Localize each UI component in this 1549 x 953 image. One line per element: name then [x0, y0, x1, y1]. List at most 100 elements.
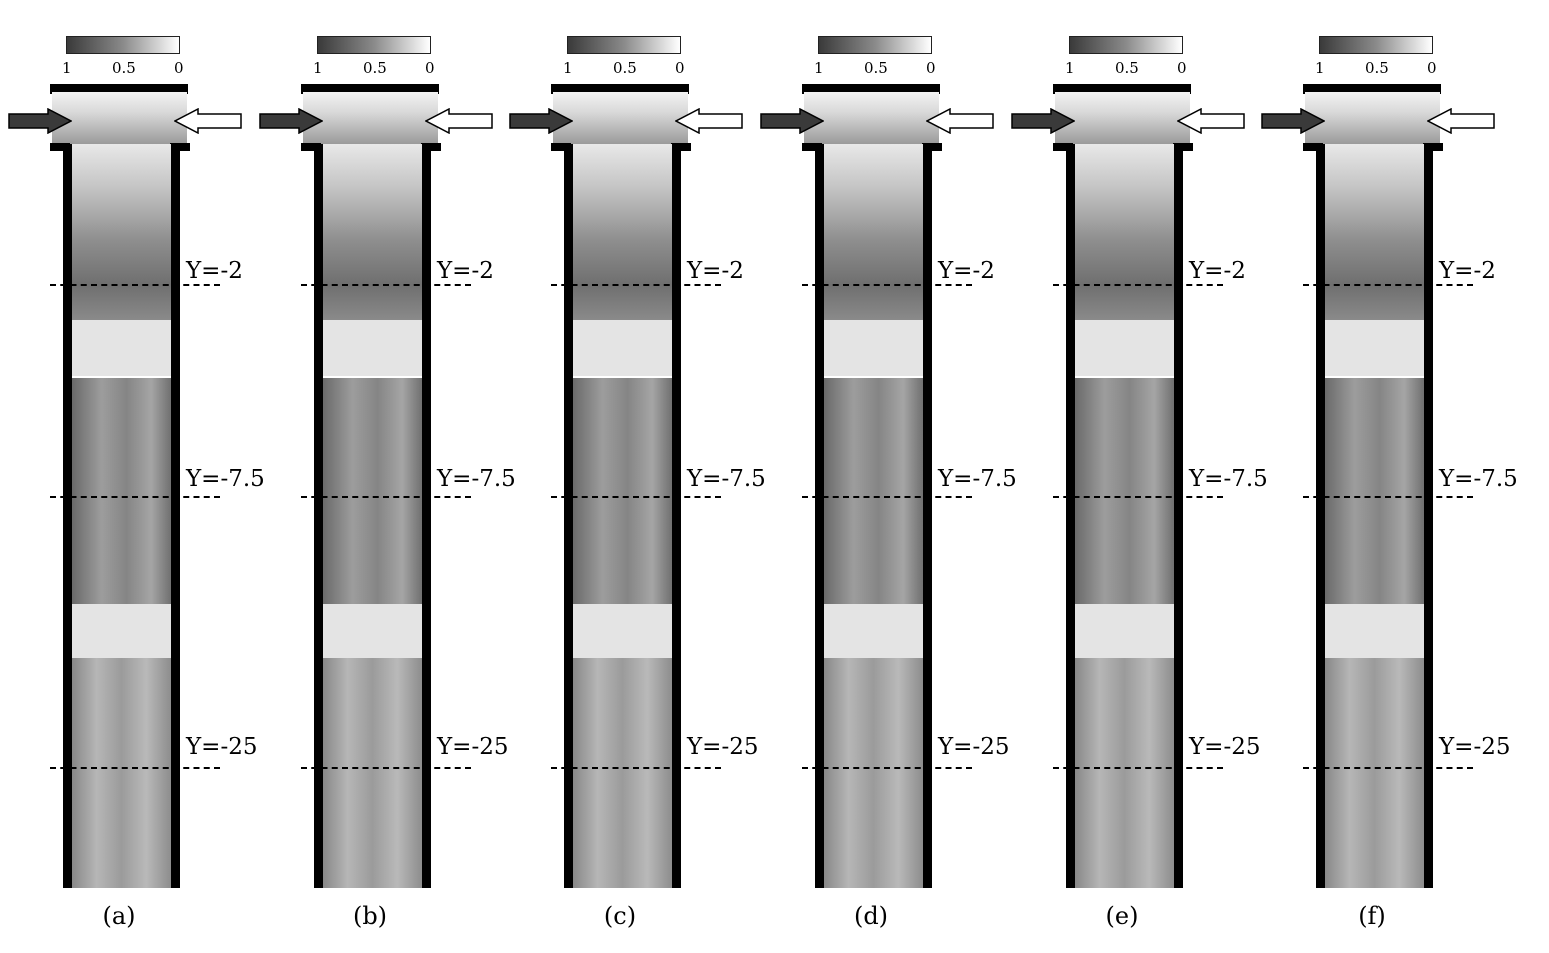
- left-inlet-lip: [1053, 143, 1073, 151]
- line-y-2: [551, 284, 721, 286]
- panel-label: (d): [853, 902, 889, 930]
- label-y-25: Y=-25: [687, 734, 759, 760]
- label-y-2: Y=-2: [186, 258, 243, 284]
- outlet-arrow-icon: [675, 108, 743, 134]
- label-y-2: Y=-2: [1439, 258, 1496, 284]
- mixing-chamber-image: [553, 92, 688, 144]
- line-y-25: [50, 767, 220, 769]
- colorbar-tick-mid: 0.5: [613, 59, 637, 77]
- colorbar: [66, 36, 180, 54]
- line-y-2: [1053, 284, 1223, 286]
- channel-image-upper: [824, 144, 923, 320]
- colorbar-tick-min: 0: [425, 59, 435, 77]
- line-y-7-5: [802, 496, 972, 498]
- mixing-chamber-image: [1305, 92, 1440, 144]
- channel-mask-lower: [824, 604, 923, 660]
- inlet-arrow-icon: [1011, 108, 1075, 134]
- right-channel-wall: [1174, 144, 1183, 888]
- outlet-arrow-icon: [174, 108, 242, 134]
- channel-mask-upper: [1325, 320, 1424, 376]
- line-y-25: [802, 767, 972, 769]
- mixing-chamber-image: [1055, 92, 1190, 144]
- top-wall: [1053, 84, 1191, 94]
- line-y-7-5: [1303, 496, 1473, 498]
- channel-image-lower: [72, 658, 171, 888]
- colorbar: [1069, 36, 1183, 54]
- channel-image-middle: [824, 378, 923, 604]
- left-channel-wall: [63, 144, 72, 888]
- left-channel-wall: [815, 144, 824, 888]
- line-y-2: [802, 284, 972, 286]
- right-channel-wall: [1424, 144, 1433, 888]
- colorbar-tick-min: 0: [926, 59, 936, 77]
- line-y-25: [301, 767, 471, 769]
- mixing-chamber-image: [52, 92, 187, 144]
- channel-image-upper: [1075, 144, 1174, 320]
- panel-a: 1 0.5 0 Y=-2 Y=-7.5 Y=-25 (a): [0, 0, 265, 953]
- colorbar-tick-max: 1: [1315, 59, 1325, 77]
- right-inlet-lip: [922, 143, 942, 151]
- left-channel-wall: [564, 144, 573, 888]
- left-channel-wall: [314, 144, 323, 888]
- outlet-arrow-icon: [1427, 108, 1495, 134]
- colorbar: [818, 36, 932, 54]
- label-y-7-5: Y=-7.5: [1439, 466, 1518, 492]
- panel-d: 1 0.5 0 Y=-2 Y=-7.5 Y=-25 (d): [752, 0, 1017, 953]
- line-y-2: [50, 284, 220, 286]
- inlet-arrow-icon: [8, 108, 72, 134]
- label-y-2: Y=-2: [687, 258, 744, 284]
- label-y-25: Y=-25: [1189, 734, 1261, 760]
- inlet-arrow-icon: [259, 108, 323, 134]
- line-y-7-5: [551, 496, 721, 498]
- channel-image-lower: [1325, 658, 1424, 888]
- inlet-arrow-icon: [509, 108, 573, 134]
- channel-image-upper: [72, 144, 171, 320]
- left-inlet-lip: [301, 143, 321, 151]
- top-wall: [1303, 84, 1441, 94]
- left-channel-wall: [1316, 144, 1325, 888]
- outlet-arrow-icon: [926, 108, 994, 134]
- channel-mask-upper: [573, 320, 672, 376]
- colorbar-tick-mid: 0.5: [1365, 59, 1389, 77]
- mixing-chamber-image: [303, 92, 438, 144]
- right-inlet-lip: [1423, 143, 1443, 151]
- colorbar-tick-max: 1: [313, 59, 323, 77]
- channel-image-middle: [1075, 378, 1174, 604]
- colorbar-tick-max: 1: [563, 59, 573, 77]
- colorbar: [567, 36, 681, 54]
- channel-mask-upper: [323, 320, 422, 376]
- left-channel-wall: [1066, 144, 1075, 888]
- label-y-2: Y=-2: [1189, 258, 1246, 284]
- line-y-7-5: [301, 496, 471, 498]
- panel-b: 1 0.5 0 Y=-2 Y=-7.5 Y=-25 (b): [251, 0, 516, 953]
- line-y-7-5: [50, 496, 220, 498]
- channel-image-lower: [1075, 658, 1174, 888]
- right-inlet-lip: [671, 143, 691, 151]
- panel-label: (e): [1105, 902, 1139, 930]
- right-inlet-lip: [421, 143, 441, 151]
- mixing-chamber-image: [804, 92, 939, 144]
- label-y-7-5: Y=-7.5: [437, 466, 516, 492]
- left-inlet-lip: [802, 143, 822, 151]
- line-y-25: [1053, 767, 1223, 769]
- outlet-arrow-icon: [1177, 108, 1245, 134]
- channel-image-middle: [1325, 378, 1424, 604]
- colorbar: [317, 36, 431, 54]
- label-y-7-5: Y=-7.5: [687, 466, 766, 492]
- panel-label: (c): [603, 902, 637, 930]
- line-y-25: [1303, 767, 1473, 769]
- label-y-7-5: Y=-7.5: [1189, 466, 1268, 492]
- top-wall: [50, 84, 188, 94]
- line-y-2: [1303, 284, 1473, 286]
- channel-mask-upper: [1075, 320, 1174, 376]
- channel-mask-lower: [323, 604, 422, 660]
- right-channel-wall: [923, 144, 932, 888]
- channel-image-upper: [573, 144, 672, 320]
- label-y-25: Y=-25: [1439, 734, 1511, 760]
- top-wall: [802, 84, 940, 94]
- inlet-arrow-icon: [760, 108, 824, 134]
- outlet-arrow-icon: [425, 108, 493, 134]
- panel-f: 1 0.5 0 Y=-2 Y=-7.5 Y=-25 (f): [1253, 0, 1518, 953]
- left-inlet-lip: [1303, 143, 1323, 151]
- panel-label: (f): [1358, 902, 1386, 930]
